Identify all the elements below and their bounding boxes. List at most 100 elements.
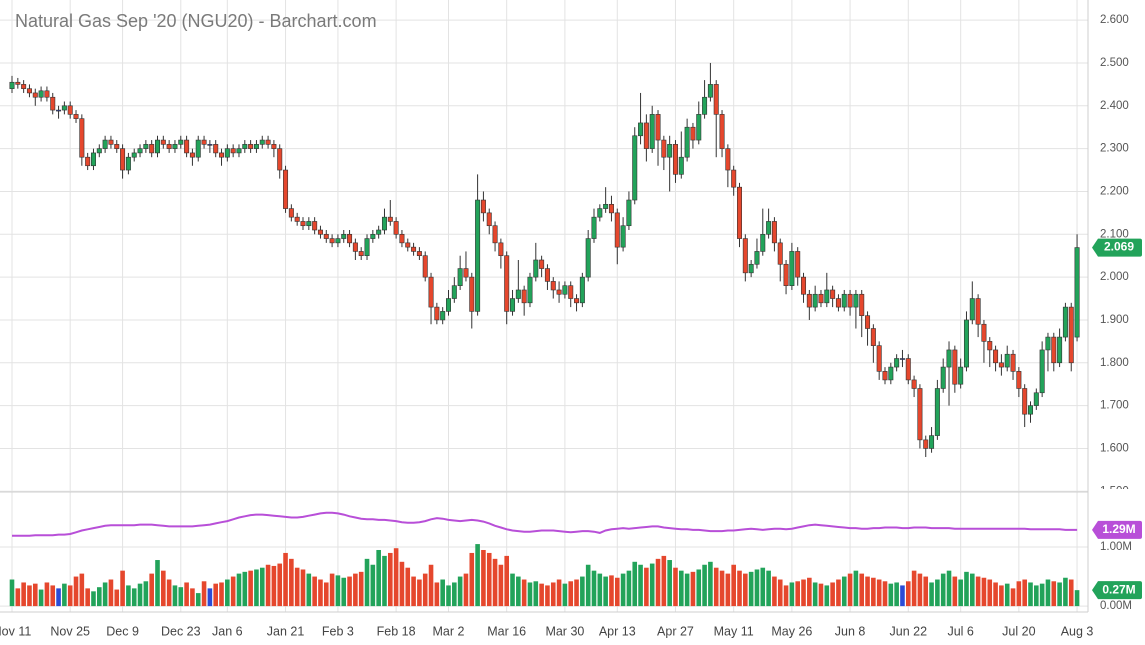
- volume-bar: [254, 569, 259, 607]
- candle-body: [114, 144, 120, 149]
- candle-body: [958, 366, 964, 385]
- candle-body: [219, 152, 225, 158]
- candle-body: [492, 225, 498, 244]
- volume-bar: [335, 575, 341, 607]
- candle-body: [486, 212, 492, 227]
- candle-body: [335, 238, 341, 244]
- volume-bar: [661, 555, 667, 607]
- volume-bar: [708, 561, 713, 607]
- volume-bar: [859, 573, 865, 607]
- volume-bar: [871, 577, 876, 607]
- candle-body: [638, 122, 644, 137]
- volume-bar: [329, 573, 335, 607]
- volume-bar: [114, 589, 120, 607]
- candle-body: [929, 435, 935, 449]
- candle-body: [934, 388, 940, 436]
- volume-bar: [638, 564, 643, 607]
- volume-bar: [259, 567, 265, 607]
- candle-body: [649, 114, 655, 149]
- volume-bar: [702, 564, 707, 607]
- volume-bar: [97, 587, 102, 607]
- volume-bar: [399, 561, 405, 607]
- volume-bar: [428, 564, 434, 607]
- volume-bar: [56, 588, 61, 607]
- volume-bar: [306, 573, 312, 607]
- candle-body: [952, 349, 958, 385]
- candle-body: [137, 148, 143, 154]
- candle-body: [940, 366, 946, 389]
- volume-bar: [190, 588, 195, 607]
- candle-body: [323, 233, 329, 239]
- volume-bar: [807, 577, 812, 607]
- volume-bar: [824, 585, 830, 607]
- candle-body: [1074, 247, 1080, 338]
- candle-body: [184, 139, 190, 154]
- volume-bar: [1045, 579, 1051, 607]
- volume-bar: [905, 581, 911, 607]
- volume-bar: [713, 567, 719, 607]
- candle-body: [317, 229, 323, 235]
- volume-bar: [632, 561, 638, 607]
- candle-body: [1045, 336, 1051, 351]
- volume-bar: [457, 576, 463, 607]
- volume-tick-label: 1.00M: [1100, 541, 1132, 553]
- volume-bar: [120, 570, 125, 607]
- volume-bar: [225, 579, 230, 607]
- candle-body: [702, 96, 708, 115]
- candle-body: [801, 276, 807, 295]
- candle-body: [911, 379, 917, 389]
- volume-bar: [9, 579, 15, 607]
- volume-bar: [32, 583, 38, 607]
- candle-body: [614, 212, 620, 248]
- candle-body: [539, 259, 545, 269]
- volume-bar: [108, 579, 114, 607]
- volume-bar: [894, 582, 899, 607]
- volume-bar: [865, 576, 870, 607]
- x-tick-label: Nov 25: [50, 624, 90, 638]
- candle-body: [830, 289, 836, 299]
- candle-body: [510, 298, 516, 312]
- candle-body: [166, 144, 172, 149]
- candle-body: [463, 268, 469, 278]
- y-tick-label: 2.500: [1100, 57, 1129, 69]
- volume-bar: [382, 555, 387, 607]
- candle-body: [56, 109, 62, 112]
- volume-bar: [318, 579, 323, 607]
- volume-bar: [504, 555, 509, 607]
- candle-body: [579, 276, 585, 304]
- candle-body: [1062, 306, 1068, 338]
- candle-body: [358, 251, 364, 257]
- candle-body: [626, 199, 632, 227]
- candle-body: [870, 328, 876, 346]
- volume-bar: [580, 576, 585, 607]
- volume-bar: [1068, 579, 1074, 607]
- volume-bar: [655, 558, 661, 607]
- volume-tick-label: 0.00M: [1100, 600, 1132, 612]
- x-tick-label: Feb 18: [377, 624, 416, 638]
- candle-body: [888, 366, 894, 381]
- volume-bar: [801, 579, 806, 607]
- candle-body: [859, 293, 865, 316]
- candle-body: [230, 148, 236, 154]
- volume-bar: [91, 591, 96, 607]
- candle-body: [678, 156, 684, 175]
- volume-bar: [73, 576, 79, 607]
- volume-bar: [62, 583, 67, 607]
- candle-body: [969, 298, 975, 321]
- x-tick-label: Feb 3: [322, 624, 354, 638]
- volume-bar: [85, 588, 90, 607]
- x-tick-label: Jan 21: [267, 624, 305, 638]
- candle-body: [998, 362, 1004, 368]
- volume-bar: [585, 564, 591, 607]
- volume-bar: [347, 576, 352, 607]
- volume-bar: [475, 544, 480, 607]
- volume-bar: [422, 573, 428, 607]
- volume-bar: [760, 567, 766, 607]
- volume-bar: [172, 585, 178, 607]
- y-tick-label: 2.400: [1100, 100, 1129, 112]
- candle-body: [329, 238, 335, 244]
- candle-body: [411, 246, 417, 252]
- candle-body: [445, 298, 451, 312]
- volume-bar: [923, 576, 929, 607]
